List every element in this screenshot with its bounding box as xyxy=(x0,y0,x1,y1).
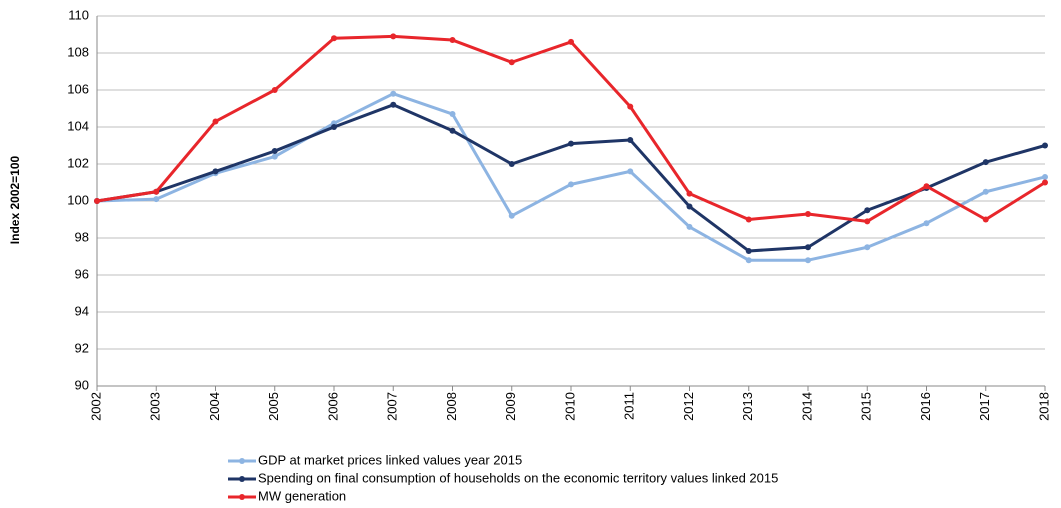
point xyxy=(745,257,752,264)
y-tick-label: 98 xyxy=(75,229,89,244)
point xyxy=(153,196,160,203)
point xyxy=(331,35,337,42)
point xyxy=(212,118,219,125)
y-tick-label: 94 xyxy=(75,303,89,318)
x-tick-label: 2004 xyxy=(207,392,222,421)
point xyxy=(331,124,337,130)
point xyxy=(153,188,160,195)
point xyxy=(805,257,811,264)
point xyxy=(745,247,752,254)
point xyxy=(627,168,634,175)
point xyxy=(212,168,219,175)
point xyxy=(449,127,456,134)
x-tick-label: 2005 xyxy=(266,392,281,421)
point xyxy=(982,216,989,223)
x-tick-label: 2018 xyxy=(1036,392,1051,421)
legend-label: MW generation xyxy=(258,488,346,503)
point xyxy=(864,207,871,214)
point xyxy=(982,159,989,166)
x-tick-label: 2015 xyxy=(859,392,874,421)
x-tick-label: 2003 xyxy=(148,392,163,421)
point xyxy=(1042,179,1048,186)
x-tick-label: 2016 xyxy=(918,392,933,421)
point xyxy=(864,244,871,251)
point xyxy=(982,188,989,195)
point xyxy=(745,216,752,223)
legend-marker xyxy=(239,458,245,464)
legend-marker xyxy=(239,494,245,500)
point xyxy=(390,33,397,40)
point xyxy=(686,223,693,230)
x-tick-label: 2002 xyxy=(88,392,103,421)
x-tick-label: 2008 xyxy=(444,392,459,421)
x-tick-label: 2012 xyxy=(681,392,696,421)
point xyxy=(271,87,278,93)
series-line xyxy=(96,92,1046,262)
point xyxy=(686,190,693,197)
x-tick-label: 2014 xyxy=(799,392,814,421)
y-tick-label: 110 xyxy=(68,7,89,22)
point xyxy=(923,183,930,190)
x-tick-label: 2013 xyxy=(740,392,755,421)
x-tick-label: 2017 xyxy=(977,392,992,421)
y-tick-label: 108 xyxy=(67,44,89,59)
point xyxy=(508,161,515,167)
point xyxy=(568,38,574,45)
point xyxy=(923,220,930,227)
point xyxy=(805,210,811,217)
y-tick-label: 90 xyxy=(75,377,89,392)
point xyxy=(508,212,515,219)
x-tick-label: 2010 xyxy=(562,392,577,421)
point xyxy=(390,101,397,108)
y-tick-label: 96 xyxy=(75,266,89,281)
point xyxy=(508,59,515,66)
point xyxy=(627,103,634,110)
point xyxy=(1042,142,1048,149)
point xyxy=(271,148,278,155)
point xyxy=(390,90,397,97)
y-axis-label: Index 2002=100 xyxy=(8,155,22,244)
y-tick-label: 102 xyxy=(67,155,89,170)
point xyxy=(94,198,100,204)
x-tick-label: 2006 xyxy=(325,392,340,421)
x-tick-label: 2011 xyxy=(622,392,637,420)
point xyxy=(864,218,871,225)
point xyxy=(627,136,634,143)
point xyxy=(805,244,811,251)
point xyxy=(568,140,574,147)
point xyxy=(568,181,574,188)
x-tick-label: 2007 xyxy=(385,392,400,421)
y-tick-label: 100 xyxy=(67,192,89,207)
y-tick-label: 92 xyxy=(75,340,89,355)
point xyxy=(449,111,456,118)
point xyxy=(1042,173,1048,180)
legend-marker xyxy=(239,476,245,482)
series-line xyxy=(96,34,1046,223)
y-tick-label: 106 xyxy=(67,81,89,96)
legend-label: Spending on final consumption of househo… xyxy=(258,470,778,485)
legend-label: GDP at market prices linked values year … xyxy=(258,452,522,467)
point xyxy=(449,37,456,44)
point xyxy=(271,153,278,160)
x-tick-label: 2009 xyxy=(503,392,518,421)
point xyxy=(686,203,693,210)
y-tick-label: 104 xyxy=(67,118,89,133)
